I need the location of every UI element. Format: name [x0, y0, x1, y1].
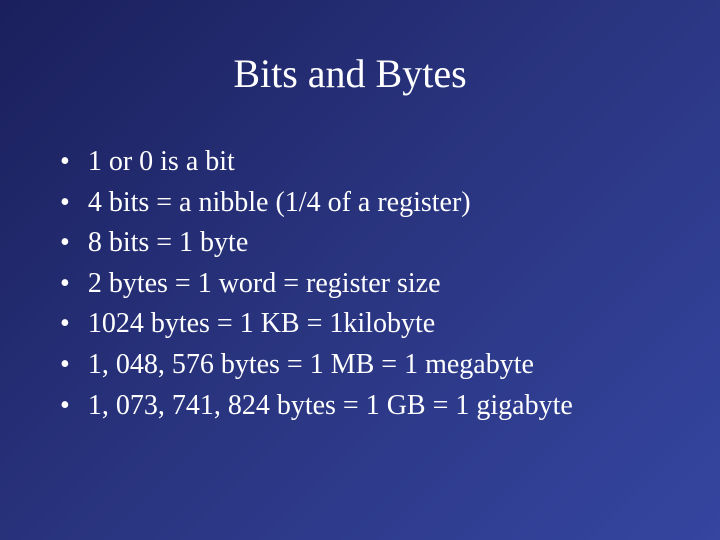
- list-item: • 8 bits = 1 byte: [60, 223, 650, 264]
- bullet-icon: •: [60, 304, 70, 345]
- list-item: • 4 bits = a nibble (1/4 of a register): [60, 183, 650, 224]
- list-item: • 1024 bytes = 1 KB = 1kilobyte: [60, 304, 650, 345]
- list-item: • 1, 048, 576 bytes = 1 MB = 1 megabyte: [60, 345, 650, 386]
- list-item: • 1, 073, 741, 824 bytes = 1 GB = 1 giga…: [60, 386, 650, 427]
- list-item: • 2 bytes = 1 word = register size: [60, 264, 650, 305]
- bullet-text: 1 or 0 is a bit: [88, 142, 650, 183]
- bullet-text: 1, 073, 741, 824 bytes = 1 GB = 1 gigaby…: [88, 386, 650, 427]
- slide-container: Bits and Bytes • 1 or 0 is a bit • 4 bit…: [0, 0, 720, 540]
- bullet-icon: •: [60, 142, 70, 183]
- bullet-icon: •: [60, 386, 70, 427]
- bullet-icon: •: [60, 223, 70, 264]
- bullet-list: • 1 or 0 is a bit • 4 bits = a nibble (1…: [50, 142, 650, 426]
- bullet-text: 1, 048, 576 bytes = 1 MB = 1 megabyte: [88, 345, 650, 386]
- bullet-icon: •: [60, 345, 70, 386]
- slide-title: Bits and Bytes: [50, 50, 650, 97]
- bullet-text: 1024 bytes = 1 KB = 1kilobyte: [88, 304, 650, 345]
- bullet-text: 4 bits = a nibble (1/4 of a register): [88, 183, 650, 224]
- bullet-icon: •: [60, 264, 70, 305]
- bullet-text: 8 bits = 1 byte: [88, 223, 650, 264]
- list-item: • 1 or 0 is a bit: [60, 142, 650, 183]
- bullet-text: 2 bytes = 1 word = register size: [88, 264, 650, 305]
- bullet-icon: •: [60, 183, 70, 224]
